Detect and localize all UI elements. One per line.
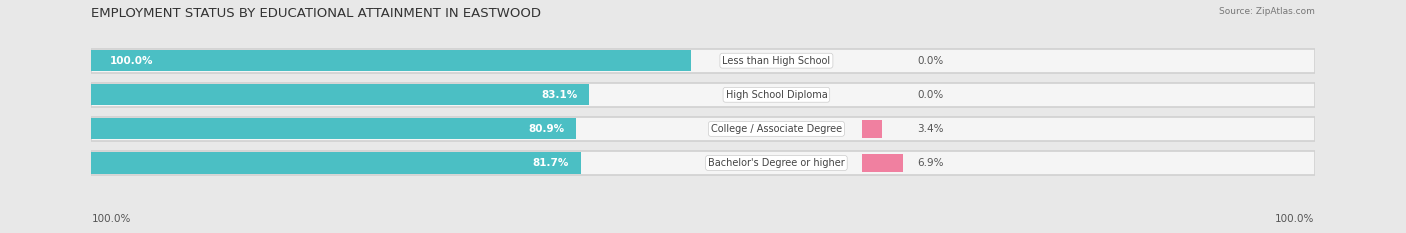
Text: Less than High School: Less than High School [723, 56, 831, 66]
Text: Source: ZipAtlas.com: Source: ZipAtlas.com [1219, 7, 1315, 16]
Bar [91, 118, 576, 140]
Text: 100.0%: 100.0% [91, 214, 131, 224]
Text: 83.1%: 83.1% [541, 90, 578, 100]
Text: 0.0%: 0.0% [917, 90, 943, 100]
Text: 3.4%: 3.4% [917, 124, 943, 134]
Bar [91, 49, 1315, 73]
Text: 81.7%: 81.7% [533, 158, 569, 168]
Bar [91, 83, 1315, 107]
Text: 6.9%: 6.9% [917, 158, 943, 168]
Bar [862, 120, 883, 138]
Text: 100.0%: 100.0% [1275, 214, 1315, 224]
Bar [91, 50, 690, 71]
Text: 0.0%: 0.0% [917, 56, 943, 66]
Text: 100.0%: 100.0% [110, 56, 153, 66]
Text: College / Associate Degree: College / Associate Degree [711, 124, 842, 134]
Text: EMPLOYMENT STATUS BY EDUCATIONAL ATTAINMENT IN EASTWOOD: EMPLOYMENT STATUS BY EDUCATIONAL ATTAINM… [91, 7, 541, 20]
Text: High School Diploma: High School Diploma [725, 90, 827, 100]
Bar [862, 154, 904, 172]
Bar [91, 117, 1315, 141]
Bar [91, 151, 1315, 175]
Bar [91, 84, 589, 105]
Bar [91, 152, 581, 174]
Text: 80.9%: 80.9% [527, 124, 564, 134]
Text: Bachelor's Degree or higher: Bachelor's Degree or higher [709, 158, 845, 168]
